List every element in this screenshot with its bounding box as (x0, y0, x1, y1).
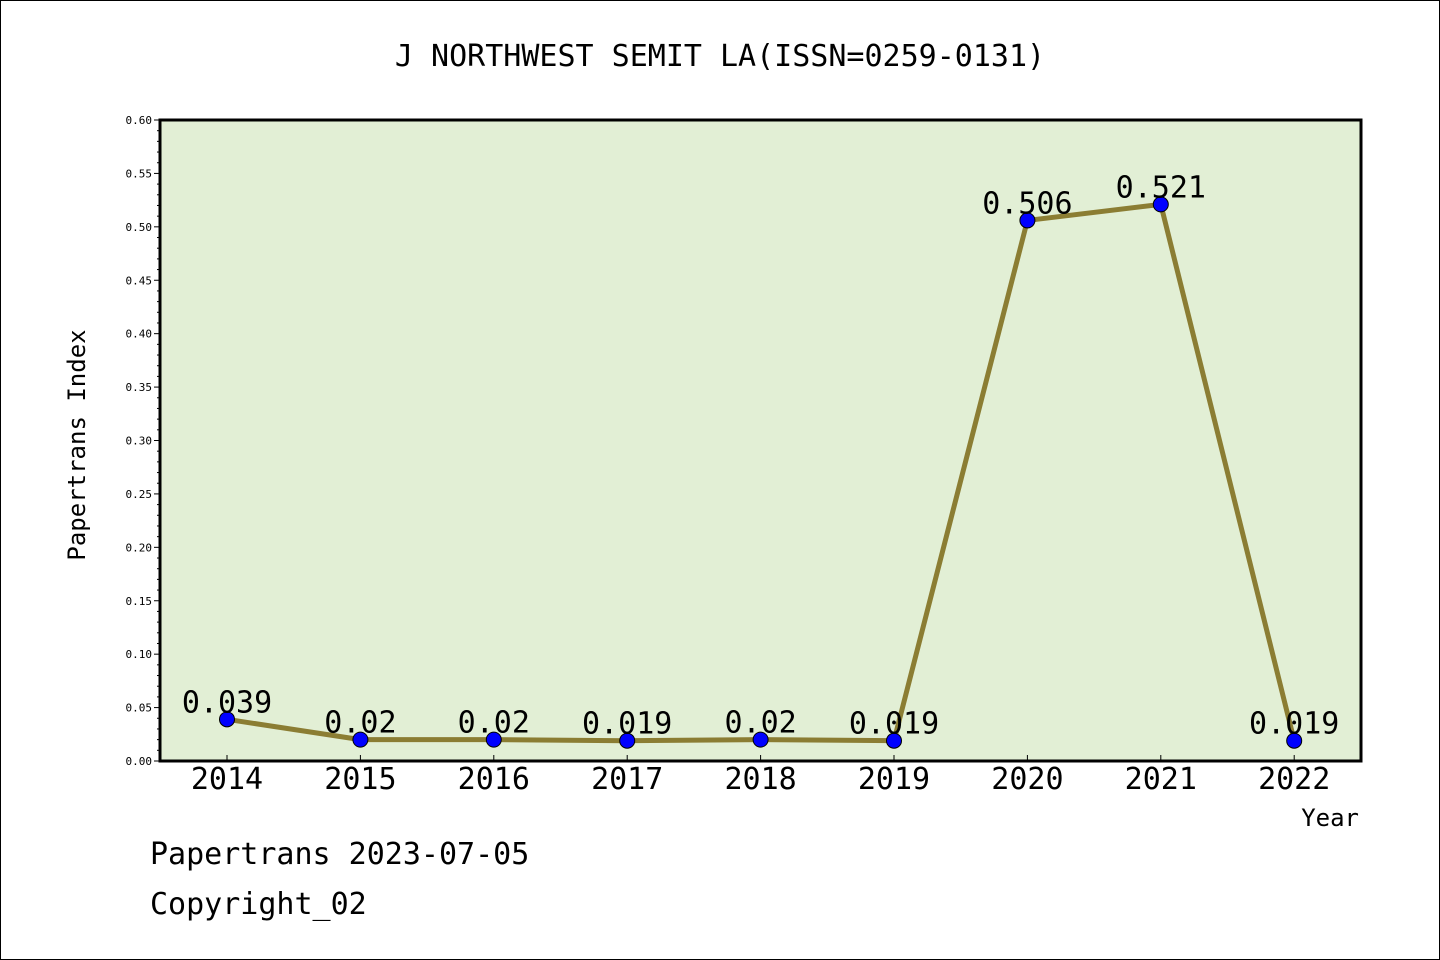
data-label: 0.039 (182, 685, 272, 720)
data-label: 0.02 (724, 706, 796, 741)
x-tick-label: 2022 (1258, 762, 1330, 797)
y-tick-label: 0.50 (126, 221, 153, 234)
y-tick-label: 0.45 (126, 274, 153, 287)
data-point-marker (886, 732, 902, 749)
data-point-marker (1019, 212, 1036, 229)
y-tick-label: 0.05 (126, 702, 153, 715)
footer-copyright: Copyright_02 (150, 887, 367, 922)
y-axis-ticks: 0.00 0.05 0.10 0.15 0.20 0.25 0.30 0.35 0.40 0.45… (126, 114, 160, 768)
data-point-marker (485, 731, 502, 748)
data-point-marker (219, 711, 235, 728)
y-tick-label: 0.35 (126, 381, 153, 394)
y-tick-label: 0.55 (126, 167, 153, 180)
y-tick-label: 0.20 (126, 541, 153, 554)
y-tick-label: 0.40 (126, 328, 153, 341)
data-point-marker (1152, 196, 1169, 213)
data-label: 0.019 (1249, 707, 1339, 742)
x-tick-label: 2019 (858, 762, 930, 797)
data-point-marker (1286, 732, 1303, 749)
x-tick-label: 2016 (458, 762, 530, 797)
x-tick-label: 2021 (1125, 762, 1197, 797)
series-layer: 0.039 0.02 0.02 0.019 0.02 0.019 0.506 0.521 0.0… (182, 170, 1339, 749)
data-label: 0.02 (458, 706, 530, 741)
x-tick-label: 2014 (191, 762, 263, 797)
data-label: 0.019 (849, 707, 939, 742)
x-tick-label: 2020 (991, 762, 1063, 797)
y-tick-label: 0.00 (126, 755, 153, 768)
y-tick-label: 0.25 (126, 488, 153, 501)
data-label: 0.02 (324, 706, 396, 741)
plot-area (158, 118, 1363, 763)
chart-title: J NORTHWEST SEMIT LA(ISSN=0259-0131) (395, 39, 1045, 74)
data-point-marker (752, 731, 769, 748)
x-tick-label: 2017 (591, 762, 663, 797)
data-label: 0.521 (1116, 170, 1206, 205)
y-tick-label: 0.60 (126, 114, 153, 127)
data-label: 0.506 (982, 186, 1072, 221)
y-tick-label: 0.15 (126, 595, 153, 608)
x-axis-label: Year (1301, 804, 1359, 832)
x-tick-label: 2015 (324, 762, 396, 797)
data-label: 0.019 (582, 707, 672, 742)
footer-date: Papertrans 2023-07-05 (150, 837, 529, 872)
y-tick-label: 0.30 (126, 435, 153, 448)
data-point-marker (352, 731, 369, 748)
x-axis-ticks: 2014 2015 2016 2017 2018 2019 2020 2021 2022 (191, 755, 1330, 797)
x-tick-label: 2018 (724, 762, 796, 797)
data-point-marker (619, 732, 636, 749)
y-axis-label: Papertrans Index (63, 329, 91, 560)
y-tick-label: 0.10 (126, 648, 153, 661)
